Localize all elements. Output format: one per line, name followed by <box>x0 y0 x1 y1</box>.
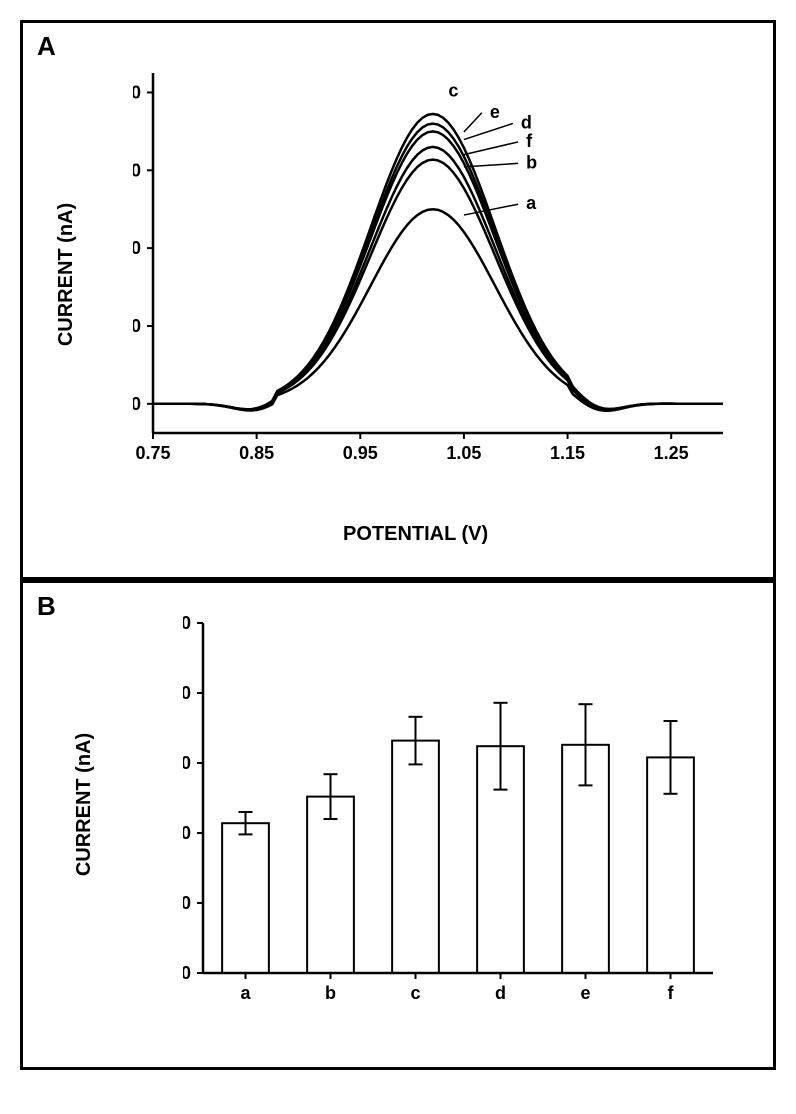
chart-b-svg: 0 500 1000 1500 2000 2500 a b c d e f <box>183 613 723 1013</box>
chart-a-svg: 0 400 800 1200 1600 0.75 0.85 0.95 1.05 1.15 1.25 a… <box>133 63 733 483</box>
svg-text:1600: 1600 <box>133 82 141 102</box>
chart-b-area: 0 500 1000 1500 2000 2500 a b c d e f <box>183 613 723 1013</box>
svg-text:0.95: 0.95 <box>343 443 378 463</box>
svg-text:500: 500 <box>183 893 191 913</box>
chart-a-ylabel: CURRENT (nA) <box>55 203 78 346</box>
svg-text:a: a <box>526 193 537 213</box>
svg-text:800: 800 <box>133 238 141 258</box>
svg-text:1000: 1000 <box>183 823 191 843</box>
svg-text:1500: 1500 <box>183 753 191 773</box>
svg-text:e: e <box>580 983 590 1003</box>
svg-text:f: f <box>526 131 533 151</box>
svg-text:1.15: 1.15 <box>550 443 585 463</box>
svg-text:0: 0 <box>133 394 141 414</box>
svg-text:1.05: 1.05 <box>446 443 481 463</box>
svg-text:f: f <box>668 983 675 1003</box>
svg-text:2000: 2000 <box>183 683 191 703</box>
chart-b-ylabel: CURRENT (nA) <box>73 733 96 876</box>
svg-text:2500: 2500 <box>183 613 191 633</box>
svg-text:0.85: 0.85 <box>239 443 274 463</box>
svg-text:400: 400 <box>133 316 141 336</box>
svg-text:1200: 1200 <box>133 160 141 180</box>
svg-text:c: c <box>410 983 420 1003</box>
figure-container: A 0 400 800 1200 1600 0.75 0.85 0.95 1.05 1.15 1.2… <box>20 20 776 1070</box>
svg-text:0.75: 0.75 <box>135 443 170 463</box>
panel-b-label: B <box>37 591 56 622</box>
panel-a: A 0 400 800 1200 1600 0.75 0.85 0.95 1.05 1.15 1.2… <box>20 20 776 580</box>
svg-text:b: b <box>526 152 537 172</box>
svg-text:1.25: 1.25 <box>654 443 689 463</box>
svg-text:a: a <box>240 983 251 1003</box>
svg-text:d: d <box>495 983 506 1003</box>
panel-a-label: A <box>37 31 56 62</box>
svg-text:d: d <box>521 112 532 132</box>
svg-text:c: c <box>448 80 458 100</box>
chart-a-area: 0 400 800 1200 1600 0.75 0.85 0.95 1.05 1.15 1.25 a… <box>133 63 733 483</box>
chart-a-xlabel: POTENTIAL (V) <box>343 523 488 546</box>
svg-text:e: e <box>490 102 500 122</box>
svg-text:b: b <box>325 983 336 1003</box>
svg-text:0: 0 <box>183 963 191 983</box>
panel-b: B 0 500 1000 1500 2000 2500 a b c d e f CURRENT (nA… <box>20 580 776 1070</box>
